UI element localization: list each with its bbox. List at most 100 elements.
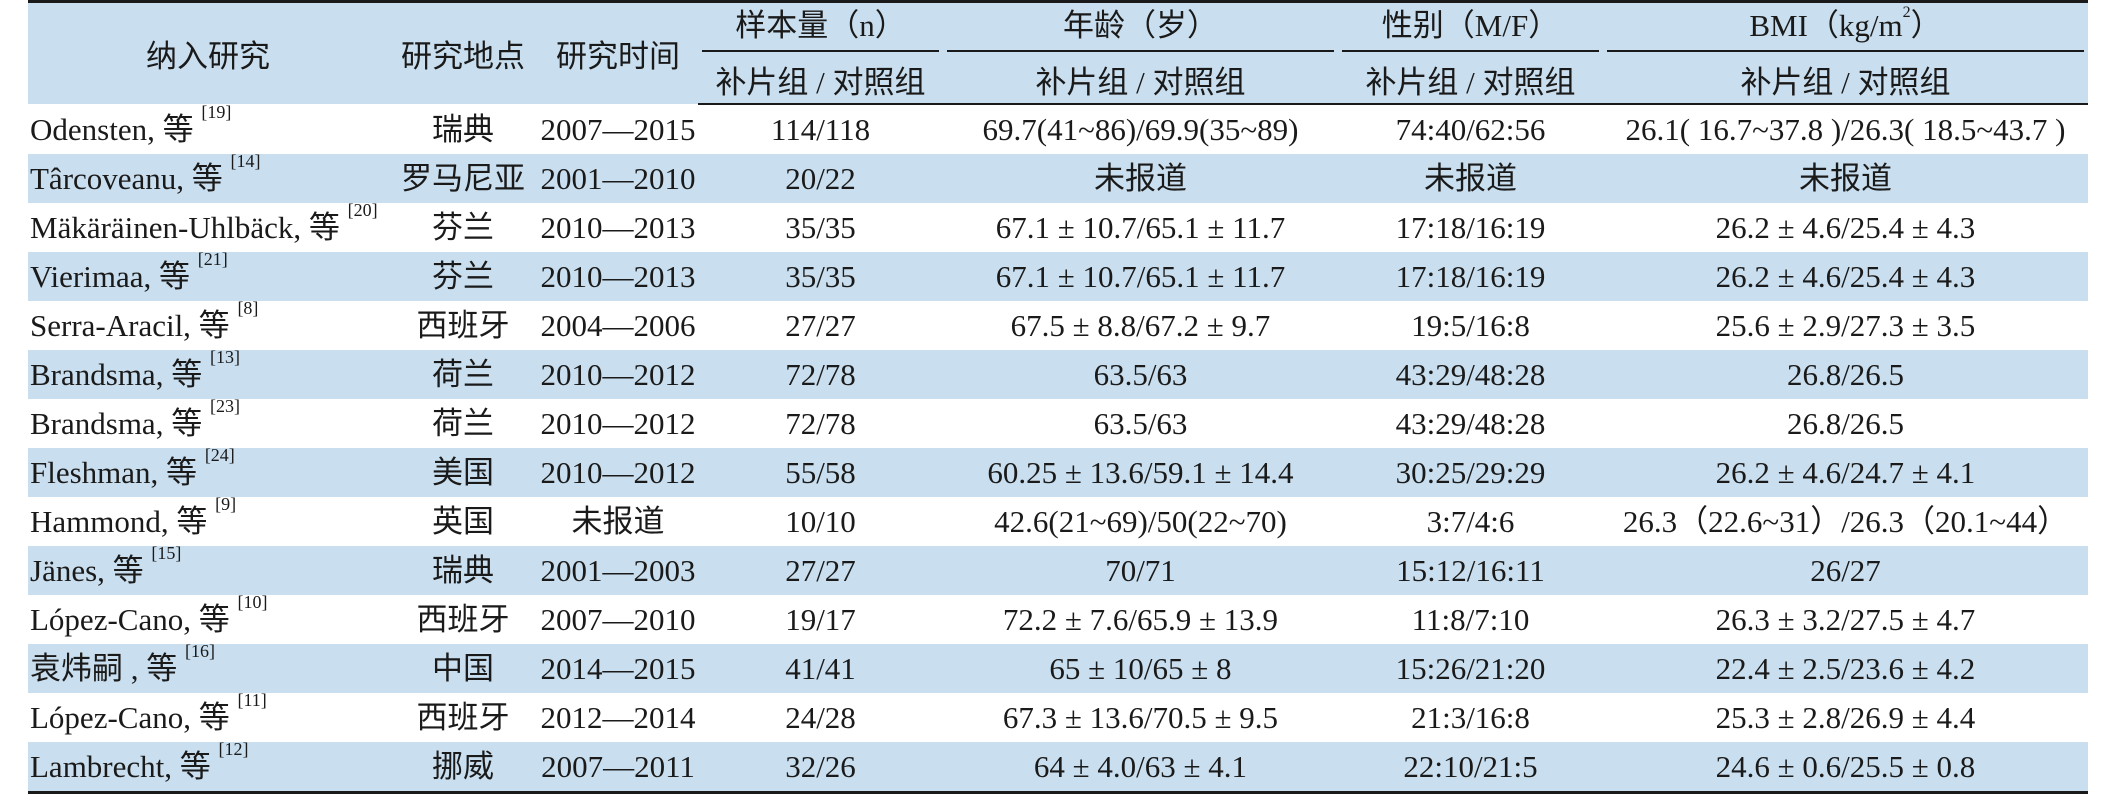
header-sex: 性别（M/F）: [1338, 0, 1603, 55]
cell-location: 西班牙: [416, 308, 510, 343]
table-row: Hammond, 等 [9] 英国 未报道 10/10 42.6(21~69)/50(2…: [28, 497, 2088, 546]
cell-period: 2012—2014: [540, 700, 696, 735]
cell-sex: 11:8/7:10: [1411, 602, 1530, 637]
cell-period: 2007—2010: [540, 602, 696, 637]
cell-sex: 3:7/4:6: [1426, 504, 1515, 539]
header-row-2: 补片组 / 对照组 补片组 / 对照组 补片组 / 对照组 补片组 / 对照组: [28, 55, 2088, 105]
cell-age: 64 ± 4.0/63 ± 4.1: [943, 742, 1338, 794]
cell-location: 荷兰: [432, 406, 494, 441]
cell-age: 67.1 ± 10.7/65.1 ± 11.7: [995, 210, 1286, 245]
cell-study: Odensten, 等 [19]: [28, 104, 388, 154]
reference-number: [23]: [209, 399, 240, 416]
table-row: Jänes, 等 [15] 瑞典 2001—2003 27/27 70/71 15:12/…: [28, 546, 2088, 595]
cell-sample-size: 35/35: [785, 210, 856, 245]
header-age-label: 年龄（岁）: [947, 6, 1334, 52]
cell-study: López-Cano, 等 [11]: [28, 693, 388, 742]
cell-sex: 17:18/16:19: [1395, 210, 1546, 245]
header-bmi-label: BMI（kg/m2）: [1607, 4, 2084, 52]
cell-sex: 30:25/29:29: [1338, 448, 1603, 497]
cell-bmi: 26.8/26.5: [1786, 406, 1905, 441]
cell-period: 2004—2006: [540, 308, 696, 343]
cell-sample-size: 24/28: [785, 700, 856, 735]
header-age: 年龄（岁）: [943, 0, 1338, 55]
subheader-age: 补片组 / 对照组: [943, 55, 1338, 105]
header-bmi: BMI（kg/m2）: [1603, 0, 2088, 55]
cell-bmi: 26.8/26.5: [1603, 350, 2088, 399]
cell-bmi: 26.2 ± 4.6/25.4 ± 4.3: [1603, 252, 2088, 301]
cell-study: Mäkäräinen-Uhlbäck, 等 [20]: [28, 203, 388, 252]
cell-location: 罗马尼亚: [388, 154, 538, 203]
cell-sample-size: 41/41: [698, 644, 943, 693]
cell-sample-size: 27/27: [698, 546, 943, 595]
cell-study: Brandsma, 等 [13]: [28, 350, 388, 399]
header-bmi-suffix: ）: [1910, 8, 1942, 43]
cell-sex: 74:40/62:56: [1395, 112, 1546, 147]
study-author: Brandsma, 等: [30, 406, 210, 441]
cell-bmi: 25.3 ± 2.8/26.9 ± 4.4: [1715, 700, 1976, 735]
cell-period: 2001—2003: [538, 546, 698, 595]
header-sex-label: 性别（M/F）: [1342, 6, 1599, 52]
cell-study: López-Cano, 等 [10]: [28, 595, 388, 644]
cell-bmi: 26.2 ± 4.6/25.4 ± 4.3: [1715, 210, 1976, 245]
cell-age: 72.2 ± 7.6/65.9 ± 13.9: [1002, 602, 1279, 637]
cell-bmi: 25.6 ± 2.9/27.3 ± 3.5: [1715, 308, 1976, 343]
cell-sample-size: 10/10: [785, 504, 856, 539]
cell-study: Vierimaa, 等 [21]: [28, 252, 388, 301]
cell-age: 70/71: [943, 546, 1338, 595]
table-row: 袁炜嗣 , 等 [16] 中国 2014—2015 41/41 65 ± 10/65 ±…: [28, 644, 2088, 693]
reference-number: [19]: [201, 104, 232, 122]
cell-age: 63.5/63: [1093, 406, 1188, 441]
cell-sample-size: 55/58: [698, 448, 943, 497]
cell-study: Jänes, 等 [15]: [28, 546, 388, 595]
table-row: Vierimaa, 等 [21] 芬兰 2010—2013 35/35 67.1 ± 1…: [28, 252, 2088, 301]
study-author: Serra-Aracil, 等: [30, 308, 238, 343]
study-author: Vierimaa, 等: [30, 259, 198, 294]
reference-number: [11]: [237, 693, 267, 710]
reference-number: [20]: [347, 203, 378, 220]
reference-number: [14]: [230, 154, 261, 171]
study-author: Lambrecht, 等: [30, 749, 219, 784]
study-author: Hammond, 等: [30, 504, 216, 539]
header-row-1: 纳入研究 研究地点 研究时间 样本量（n） 年龄（岁） 性别（M/F） BMI（…: [28, 0, 2088, 104]
table-row: Târcoveanu, 等 [14] 罗马尼亚 2001—2010 20/22 未报道未…: [28, 154, 2088, 203]
subheader-bmi: 补片组 / 对照组: [1603, 55, 2088, 105]
cell-study: Lambrecht, 等 [12]: [28, 742, 388, 794]
cell-period: 2010—2013: [540, 210, 696, 245]
table-row: Fleshman, 等 [24] 美国 2010—2012 55/58 60.25 ± …: [28, 448, 2088, 497]
cell-age: 67.5 ± 8.8/67.2 ± 9.7: [1010, 308, 1271, 343]
cell-study: Brandsma, 等 [23]: [28, 399, 388, 448]
header-study: 纳入研究: [28, 0, 388, 104]
cell-sample-size: 72/78: [698, 350, 943, 399]
cell-sample-size: 114/118: [770, 112, 871, 147]
cell-bmi: 26.3 ± 3.2/27.5 ± 4.7: [1715, 602, 1976, 637]
table-body: Odensten, 等 [19] 瑞典 2007—2015 114/118 69.7(4…: [28, 104, 2088, 794]
cell-sample-size: 72/78: [785, 406, 856, 441]
study-author: Târcoveanu, 等: [30, 161, 231, 196]
cell-age: 67.1 ± 10.7/65.1 ± 11.7: [943, 252, 1338, 301]
cell-study: Serra-Aracil, 等 [8]: [28, 301, 388, 350]
cell-age: 63.5/63: [943, 350, 1338, 399]
reference-number: [16]: [185, 644, 215, 661]
cell-period: 2001—2010: [538, 154, 698, 203]
header-bmi-prefix: BMI（kg/m: [1749, 8, 1903, 43]
cell-bmi: 26.3（22.6~31）/26.3（20.1~44）: [1622, 504, 2069, 539]
cell-location: 美国: [388, 448, 538, 497]
cell-age: 42.6(21~69)/50(22~70): [994, 504, 1287, 539]
table-row: Lambrecht, 等 [12] 挪威 2007—2011 32/26 64 ± 4.…: [28, 742, 2088, 794]
study-characteristics-table-container: 纳入研究 研究地点 研究时间 样本量（n） 年龄（岁） 性别（M/F） BMI（…: [28, 0, 2088, 794]
reference-number: [8]: [237, 301, 259, 318]
subheader-sex: 补片组 / 对照组: [1338, 55, 1603, 105]
cell-study: Hammond, 等 [9]: [28, 497, 388, 546]
cell-sex: 21:3/16:8: [1411, 700, 1530, 735]
cell-period: 2010—2012: [538, 448, 698, 497]
reference-number: [10]: [237, 595, 268, 612]
study-author: Mäkäräinen-Uhlbäck, 等: [30, 210, 348, 245]
cell-period: 未报道: [571, 504, 665, 539]
cell-period: 2010—2013: [538, 252, 698, 301]
cell-age: 69.7(41~86)/69.9(35~89): [982, 112, 1299, 147]
cell-location: 瑞典: [388, 546, 538, 595]
cell-period: 2007—2011: [538, 742, 698, 794]
header-location: 研究地点: [388, 0, 538, 104]
table-row: Brandsma, 等 [13] 荷兰 2010—2012 72/78 63.5/63 4…: [28, 350, 2088, 399]
reference-number: [24]: [204, 448, 235, 465]
